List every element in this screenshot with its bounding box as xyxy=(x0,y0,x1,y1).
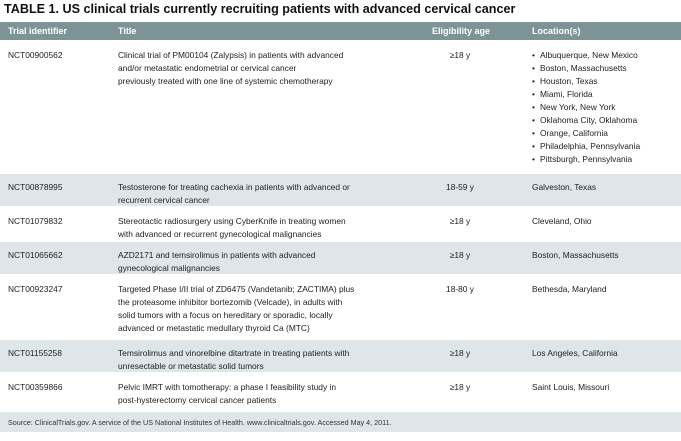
trial-identifier-cell: NCT00359866 xyxy=(8,382,63,392)
title-line: recurrent cervical cancer xyxy=(118,195,210,205)
locations-cell: Los Angeles, California xyxy=(532,348,618,358)
title-line: Temsirolimus and vinorelbine ditartrate … xyxy=(118,348,350,358)
location-item: Houston, Texas xyxy=(532,75,677,88)
title-cell: Testosterone for treating cachexia in pa… xyxy=(118,181,408,207)
table-footer: Source: ClinicalTrials.gov. A service of… xyxy=(0,412,681,432)
title-line: post-hysterectomy cervical cancer patien… xyxy=(118,395,277,405)
location-item: Pittsburgh, Pennsylvania xyxy=(532,153,677,166)
title-line: Pelvic IMRT with tomotherapy: a phase I … xyxy=(118,382,337,392)
location-text: Orange, California xyxy=(540,128,608,138)
eligibility-age-cell: ≥18 y xyxy=(449,382,471,392)
title-line: Targeted Phase I/II trial of ZD6475 (Van… xyxy=(118,284,355,294)
location-item: Orange, California xyxy=(532,127,677,140)
location-item: Boston, Massachusetts xyxy=(532,62,677,75)
title-cell: Targeted Phase I/II trial of ZD6475 (Van… xyxy=(118,283,408,335)
locations-cell: Albuquerque, New Mexico Boston, Massachus… xyxy=(532,49,677,166)
location-text: Oklahoma City, Oklahoma xyxy=(540,115,638,125)
title-cell: Pelvic IMRT with tomotherapy: a phase I … xyxy=(118,381,408,407)
header-title: Title xyxy=(118,26,137,36)
table-row: NCT01155258 Temsirolimus and vinorelbine … xyxy=(0,338,681,372)
eligibility-age-cell: ≥18 y xyxy=(449,216,471,226)
title-cell: Stereotactic radiosurgery using CyberKni… xyxy=(118,215,408,241)
title-line: AZD2171 and temsirolimus in patients wit… xyxy=(118,250,316,260)
trial-identifier-cell: NCT01065662 xyxy=(8,250,63,260)
title-line: and/or metastatic endometrial or cervica… xyxy=(118,63,297,73)
locations-cell: Boston, Massachusetts xyxy=(532,250,619,260)
eligibility-age-cell: ≥18 y xyxy=(449,250,471,260)
locations-cell: Galveston, Texas xyxy=(532,182,597,192)
title-line: solid tumors with a focus on hereditary … xyxy=(118,310,333,320)
location-text: Boston, Massachusetts xyxy=(540,63,627,73)
eligibility-age-cell: 18-80 y xyxy=(446,284,474,294)
table-header-row: Trial identifier Title Eligibility age L… xyxy=(0,22,681,40)
trial-identifier-cell: NCT01079832 xyxy=(8,216,63,226)
trial-identifier-cell: NCT01155258 xyxy=(8,348,62,358)
header-eligibility-age: Eligibility age xyxy=(432,26,491,36)
header-trial-identifier: Trial identifier xyxy=(8,26,68,36)
title-line: previously treated with one line of syst… xyxy=(118,76,333,86)
source-note: Source: ClinicalTrials.gov. A service of… xyxy=(8,418,392,427)
title-line: unresectable or metastatic solid tumors xyxy=(118,361,264,371)
table-caption: TABLE 1. US clinical trials currently re… xyxy=(4,2,516,16)
title-line: advanced or metastatic medullary thyroid… xyxy=(118,323,310,333)
eligibility-age-cell: ≥18 y xyxy=(449,50,471,60)
table-row: NCT01079832 Stereotactic radiosurgery usi… xyxy=(0,206,681,240)
trial-identifier-cell: NCT00900562 xyxy=(8,50,63,60)
title-line: Clinical trial of PM00104 (Zalypsis) in … xyxy=(118,50,344,60)
table-row: NCT01065662 AZD2171 and temsirolimus in p… xyxy=(0,240,681,274)
title-cell: Clinical trial of PM00104 (Zalypsis) in … xyxy=(118,49,408,88)
locations-cell: Cleveland, Ohio xyxy=(532,216,592,226)
title-line: with advanced or recurrent gynecological… xyxy=(118,229,322,239)
location-item: Miami, Florida xyxy=(532,88,677,101)
locations-list: Albuquerque, New Mexico Boston, Massachus… xyxy=(532,49,677,166)
table-row: NCT00923247 Targeted Phase I/II trial of … xyxy=(0,274,681,338)
header-locations: Location(s) xyxy=(532,26,581,36)
table-row: NCT00878995 Testosterone for treating cac… xyxy=(0,172,681,206)
trial-identifier-cell: NCT00878995 xyxy=(8,182,63,192)
location-text: Miami, Florida xyxy=(540,89,593,99)
title-line: the proteasome inhibitor bortezomib (Vel… xyxy=(118,297,343,307)
table-row: NCT00900562 Clinical trial of PM00104 (Za… xyxy=(0,40,681,172)
location-item: New York, New York xyxy=(532,101,677,114)
title-cell: Temsirolimus and vinorelbine ditartrate … xyxy=(118,347,408,373)
location-item: Philadelphia, Pennsylvania xyxy=(532,140,677,153)
table-body: NCT00900562 Clinical trial of PM00104 (Za… xyxy=(0,40,681,406)
title-cell: AZD2171 and temsirolimus in patients wit… xyxy=(118,249,408,275)
title-line: gynecological malignancies xyxy=(118,263,220,273)
eligibility-age-cell: 18-59 y xyxy=(446,182,474,192)
trial-identifier-cell: NCT00923247 xyxy=(8,284,63,294)
location-item: Oklahoma City, Oklahoma xyxy=(532,114,677,127)
locations-cell: Saint Louis, Missouri xyxy=(532,382,610,392)
location-text: Albuquerque, New Mexico xyxy=(540,50,638,60)
eligibility-age-cell: ≥18 y xyxy=(449,348,471,358)
location-item: Albuquerque, New Mexico xyxy=(532,49,677,62)
location-text: Houston, Texas xyxy=(540,76,598,86)
location-text: New York, New York xyxy=(540,102,616,112)
trials-table: Trial identifier Title Eligibility age L… xyxy=(0,22,681,406)
title-line: Stereotactic radiosurgery using CyberKni… xyxy=(118,216,346,226)
table-row: NCT00359866 Pelvic IMRT with tomotherapy:… xyxy=(0,372,681,406)
location-text: Pittsburgh, Pennsylvania xyxy=(540,154,633,164)
locations-cell: Bethesda, Maryland xyxy=(532,284,607,294)
title-line: Testosterone for treating cachexia in pa… xyxy=(118,182,350,192)
location-text: Philadelphia, Pennsylvania xyxy=(540,141,641,151)
